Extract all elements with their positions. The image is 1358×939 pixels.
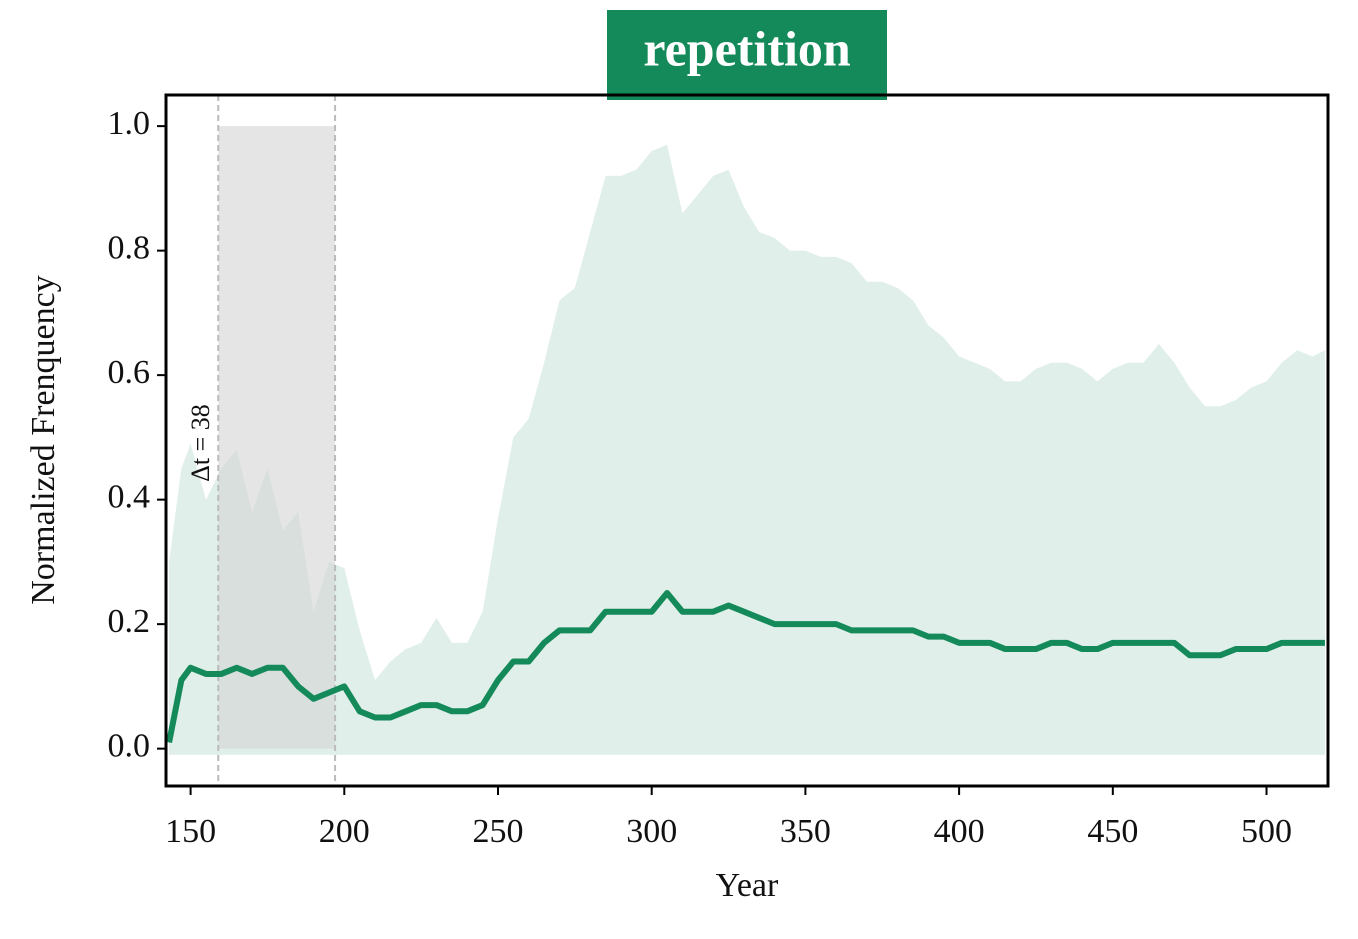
title-box	[607, 10, 887, 100]
plot-frame	[164, 93, 1330, 788]
y-tick-label: 0.6	[108, 354, 151, 391]
x-tick-label: 400	[934, 813, 985, 850]
x-tick-label: 350	[780, 813, 831, 850]
y-tick-label: 0.2	[108, 603, 151, 640]
x-tick-label: 250	[473, 813, 524, 850]
x-tick-label: 450	[1087, 813, 1138, 850]
y-tick-label: 0.0	[108, 727, 151, 764]
x-tick-label: 300	[626, 813, 677, 850]
x-tick-label: 150	[165, 813, 216, 850]
y-axis-label: Normalized Frenquency	[25, 275, 62, 605]
y-tick-label: 0.8	[108, 229, 151, 266]
y-tick-label: 0.4	[108, 478, 151, 515]
x-tick-label: 200	[319, 813, 370, 850]
x-tick-label: 500	[1241, 813, 1292, 850]
band-area	[169, 144, 1325, 755]
annotation: Δt = 38	[186, 404, 215, 482]
chart-title: repetition	[643, 20, 851, 76]
y-tick-label: 1.0	[108, 105, 151, 142]
x-axis-label: Year	[716, 867, 779, 904]
span	[218, 126, 336, 749]
mean-line	[166, 590, 1325, 744]
